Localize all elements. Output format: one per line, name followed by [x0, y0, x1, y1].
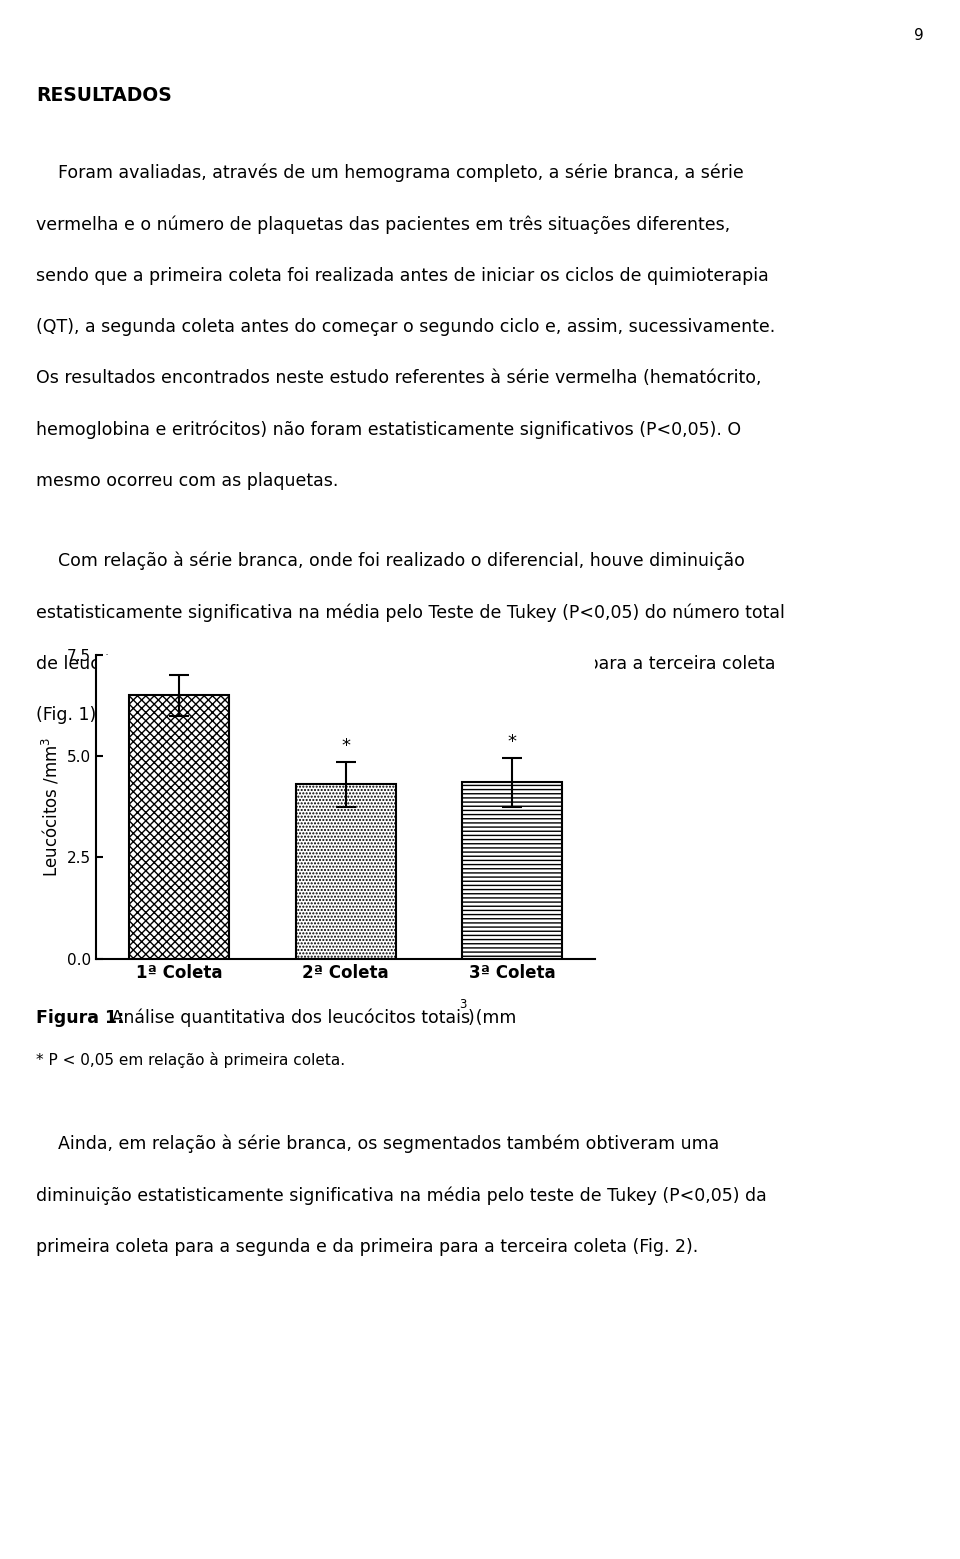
Text: Figura 1:: Figura 1: — [36, 1009, 125, 1027]
Text: hemoglobina e eritrócitos) não foram estatisticamente significativos (P<0,05). O: hemoglobina e eritrócitos) não foram est… — [36, 421, 742, 440]
Text: primeira coleta para a segunda e da primeira para a terceira coleta (Fig. 2).: primeira coleta para a segunda e da prim… — [36, 1238, 699, 1257]
Bar — [130, 695, 229, 959]
Text: Análise quantitativa dos leucócitos totais (mm: Análise quantitativa dos leucócitos tota… — [106, 1009, 516, 1027]
Text: mesmo ocorreu com as plaquetas.: mesmo ocorreu com as plaquetas. — [36, 472, 339, 491]
Text: (QT), a segunda coleta antes do começar o segundo ciclo e, assim, sucessivamente: (QT), a segunda coleta antes do começar … — [36, 318, 776, 337]
Text: ): ) — [468, 1009, 474, 1027]
Text: estatisticamente significativa na média pelo Teste de Tukey (P<0,05) do número t: estatisticamente significativa na média … — [36, 603, 785, 622]
Text: * P < 0,05 em relação à primeira coleta.: * P < 0,05 em relação à primeira coleta. — [36, 1052, 346, 1068]
Text: diminuição estatisticamente significativa na média pelo teste de Tukey (P<0,05) : diminuição estatisticamente significativ… — [36, 1186, 767, 1205]
Text: sendo que a primeira coleta foi realizada antes de iniciar os ciclos de quimiote: sendo que a primeira coleta foi realizad… — [36, 267, 769, 285]
Text: 3: 3 — [459, 998, 467, 1010]
Bar — [462, 783, 562, 959]
Text: Com relação à série branca, onde foi realizado o diferencial, houve diminuição: Com relação à série branca, onde foi rea… — [36, 552, 745, 571]
Text: vermelha e o número de plaquetas das pacientes em três situações diferentes,: vermelha e o número de plaquetas das pac… — [36, 215, 731, 234]
Text: *: * — [508, 733, 516, 751]
Text: RESULTADOS: RESULTADOS — [36, 86, 172, 104]
Text: Os resultados encontrados neste estudo referentes à série vermelha (hematócrito,: Os resultados encontrados neste estudo r… — [36, 369, 762, 388]
Bar — [296, 784, 396, 959]
Text: 9: 9 — [914, 28, 924, 44]
Text: Ainda, em relação à série branca, os segmentados também obtiveram uma: Ainda, em relação à série branca, os seg… — [36, 1135, 720, 1154]
Text: (Fig. 1).: (Fig. 1). — [36, 706, 102, 725]
Text: Foram avaliadas, através de um hemograma completo, a série branca, a série: Foram avaliadas, através de um hemograma… — [36, 164, 744, 182]
Text: de leucócitos da primeira coleta para a segunda e da primeira para a terceira co: de leucócitos da primeira coleta para a … — [36, 655, 776, 673]
Y-axis label: Leucócitos /mm$^3$: Leucócitos /mm$^3$ — [40, 736, 61, 878]
Text: *: * — [341, 737, 350, 755]
